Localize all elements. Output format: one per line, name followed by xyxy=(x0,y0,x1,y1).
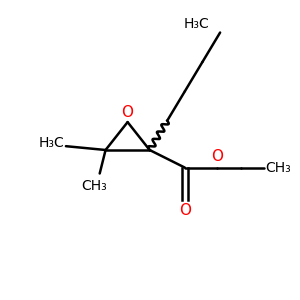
Text: CH₃: CH₃ xyxy=(266,160,291,175)
Text: O: O xyxy=(211,149,223,164)
Text: H₃C: H₃C xyxy=(39,136,64,150)
Text: CH₃: CH₃ xyxy=(81,179,107,194)
Text: H₃C: H₃C xyxy=(184,17,210,31)
Text: O: O xyxy=(179,203,191,218)
Text: O: O xyxy=(122,105,134,120)
